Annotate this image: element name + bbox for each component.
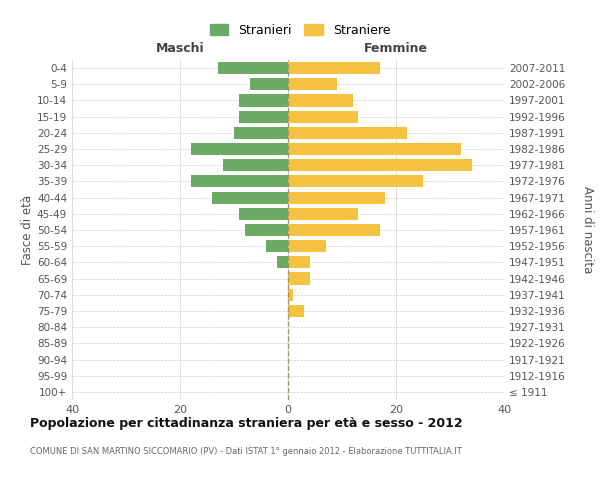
Text: Popolazione per cittadinanza straniera per età e sesso - 2012: Popolazione per cittadinanza straniera p…	[30, 418, 463, 430]
Bar	[288, 240, 326, 252]
Bar	[191, 143, 288, 155]
Bar	[266, 240, 288, 252]
Text: Anni di nascita: Anni di nascita	[581, 186, 595, 274]
Bar	[288, 94, 353, 106]
Bar	[288, 78, 337, 90]
Bar	[288, 272, 310, 284]
Bar	[288, 176, 423, 188]
Bar	[239, 208, 288, 220]
Bar	[288, 159, 472, 172]
Bar	[288, 288, 293, 301]
Bar	[288, 256, 310, 268]
Y-axis label: Fasce di età: Fasce di età	[21, 195, 34, 265]
Legend: Stranieri, Straniere: Stranieri, Straniere	[205, 18, 395, 42]
Bar	[288, 192, 385, 203]
Bar	[234, 127, 288, 139]
Bar	[288, 305, 304, 317]
Bar	[288, 208, 358, 220]
Bar	[288, 224, 380, 236]
Bar	[223, 159, 288, 172]
Bar	[212, 192, 288, 203]
Bar	[245, 224, 288, 236]
Bar	[239, 94, 288, 106]
Bar	[239, 110, 288, 122]
Bar	[288, 110, 358, 122]
Text: Maschi: Maschi	[155, 42, 205, 55]
Bar	[277, 256, 288, 268]
Bar	[191, 176, 288, 188]
Bar	[288, 143, 461, 155]
Bar	[288, 62, 380, 74]
Bar	[250, 78, 288, 90]
Bar	[218, 62, 288, 74]
Bar	[288, 127, 407, 139]
Text: Femmine: Femmine	[364, 42, 428, 55]
Text: COMUNE DI SAN MARTINO SICCOMARIO (PV) - Dati ISTAT 1° gennaio 2012 - Elaborazion: COMUNE DI SAN MARTINO SICCOMARIO (PV) - …	[30, 448, 462, 456]
